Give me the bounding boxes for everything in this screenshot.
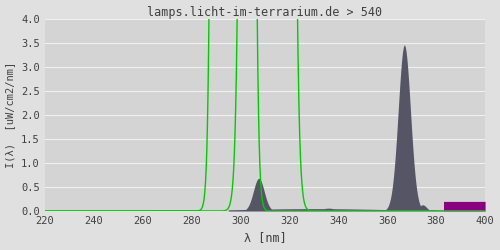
Y-axis label: I(λ)  [uW/cm2/nm]: I(λ) [uW/cm2/nm] bbox=[6, 62, 16, 168]
X-axis label: λ [nm]: λ [nm] bbox=[244, 232, 286, 244]
Title: lamps.licht-im-terrarium.de > 540: lamps.licht-im-terrarium.de > 540 bbox=[148, 6, 382, 18]
